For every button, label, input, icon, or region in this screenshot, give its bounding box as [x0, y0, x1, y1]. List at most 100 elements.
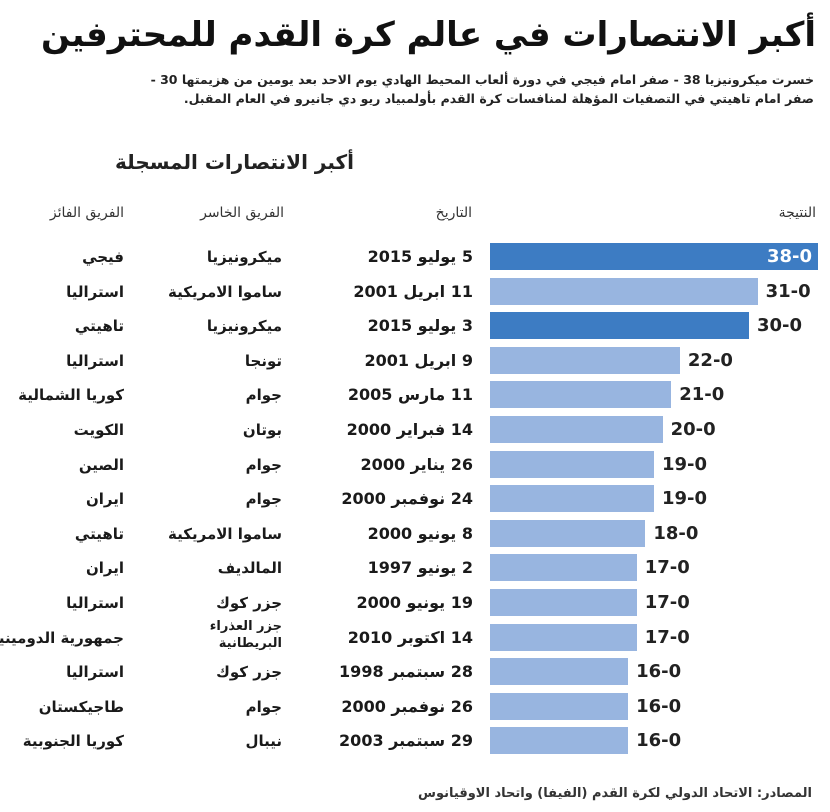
column-header-date: التاريخ [435, 205, 472, 221]
table-row: جمهورية الدومينيكان جزر العذراء البريطاني… [0, 619, 830, 658]
loser-label: ساموا الامريكية [168, 524, 282, 543]
loser-label: جوام [245, 697, 282, 716]
score-label: 21-0 [679, 384, 725, 406]
source-footer: المصادر: الاتحاد الدولي لكرة القدم (الفي… [418, 786, 812, 801]
date-label: 29 سبتمبر 2003 [339, 731, 473, 751]
date-label: 8 يونيو 2000 [367, 523, 473, 543]
date-label: 28 سبتمبر 1998 [339, 662, 473, 682]
loser-label: ميكرونيزيا [206, 248, 282, 266]
subtitle-line: خسرت ميكرونيزيا 38 - صفر امام فيجي في دو… [150, 72, 814, 87]
date-label: 5 يوليو 2015 [367, 247, 473, 266]
bar [490, 589, 637, 616]
winner-label: كوريا الشمالية [18, 386, 124, 405]
date-label: 9 ابريل 2001 [364, 350, 473, 370]
score-label: 30-0 [756, 315, 802, 337]
loser-label: تونجا [244, 351, 282, 370]
loser-label: المالديف [217, 559, 282, 578]
date-label: 26 نوفمبر 2000 [341, 696, 473, 716]
winner-label: تاهيتي [74, 524, 124, 543]
page-title: أكبر الانتصارات في عالم كرة القدم للمحتر… [41, 15, 816, 55]
loser-label: جزر كوك [216, 663, 282, 682]
column-header-result: النتيجة [778, 205, 816, 221]
bar [490, 450, 654, 478]
bar [490, 727, 629, 755]
score-label: 22-0 [687, 349, 733, 371]
table-row: فيجي ميكرونيزيا 5 يوليو 2015 38-0 [0, 243, 830, 277]
bar [490, 519, 646, 547]
bar [490, 243, 818, 270]
loser-label: جوام [245, 455, 282, 474]
column-header-winner: الفريق الفائز [49, 205, 124, 221]
table-row: كوريا الشمالية جوام 11 مارس 2005 21-0 [0, 381, 830, 415]
bar [490, 485, 654, 513]
winner-label: ايران [85, 490, 124, 509]
table-row: الصين جوام 26 يناير 2000 19-0 [0, 450, 830, 485]
score-label: 16-0 [636, 695, 682, 717]
winner-label: استراليا [66, 663, 124, 682]
score-label: 19-0 [662, 453, 708, 475]
bar [490, 381, 672, 409]
table-row: تاهيتي ساموا الامريكية 8 يونيو 2000 18-0 [0, 519, 830, 554]
winner-label: استراليا [66, 594, 124, 612]
table-row: استراليا جزر كوك 19 يونيو 2000 17-0 [0, 589, 830, 623]
score-label: 16-0 [636, 730, 682, 752]
loser-label: نيبال [245, 732, 282, 751]
winner-label: الصين [78, 455, 124, 474]
loser-label: جزر العذراء البريطانية [209, 618, 282, 651]
score-label: 17-0 [644, 557, 690, 579]
bar [490, 554, 637, 582]
bar [490, 277, 758, 305]
loser-label: بوتان [242, 421, 282, 439]
table-row: استراليا جزر كوك 28 سبتمبر 1998 16-0 [0, 658, 830, 692]
winner-label: تاهيتي [74, 317, 124, 336]
date-label: 24 نوفمبر 2000 [341, 489, 473, 509]
subtitle: خسرت ميكرونيزيا 38 - صفر امام فيجي في دو… [14, 70, 814, 108]
date-label: 3 يوليو 2015 [367, 316, 473, 336]
date-label: 11 مارس 2005 [347, 385, 473, 405]
winner-label: استراليا [66, 351, 124, 370]
date-label: 19 يونيو 2000 [356, 593, 473, 612]
date-label: 11 ابريل 2001 [353, 281, 473, 301]
bar [490, 658, 629, 686]
bar [490, 312, 749, 340]
score-label: 17-0 [644, 626, 690, 648]
winner-label: ايران [85, 559, 124, 578]
date-label: 2 يونيو 1997 [367, 558, 473, 578]
bar [490, 416, 663, 443]
loser-label: جزر كوك [216, 594, 282, 612]
winner-label: فيجي [82, 248, 124, 266]
bar [490, 346, 680, 374]
column-header-loser: الفريق الخاسر [200, 205, 284, 221]
table-row: كوريا الجنوبية نيبال 29 سبتمبر 2003 16-0 [0, 727, 830, 761]
loser-label: جوام [245, 386, 282, 405]
table-row: استراليا تونجا 9 ابريل 2001 22-0 [0, 346, 830, 381]
loser-label: جوام [245, 490, 282, 509]
winner-label: جمهورية الدومينيكان [0, 628, 124, 647]
chart-title: أكبر الانتصارات المسجلة [115, 150, 354, 174]
score-label: 17-0 [644, 592, 690, 613]
bar [490, 692, 629, 720]
table-row: ايران جوام 24 نوفمبر 2000 19-0 [0, 485, 830, 519]
table-row: طاجيكستان جوام 26 نوفمبر 2000 16-0 [0, 692, 830, 727]
winner-label: الكويت [73, 421, 124, 439]
table-row: استراليا ساموا الامريكية 11 ابريل 2001 31-0 [0, 277, 830, 312]
table-row: الكويت بوتان 14 فبراير 2000 20-0 [0, 416, 830, 450]
date-label: 26 يناير 2000 [360, 454, 473, 474]
table-row: ايران المالديف 2 يونيو 1997 17-0 [0, 554, 830, 588]
date-label: 14 فبراير 2000 [346, 420, 473, 439]
subtitle-line: صفر امام تاهيتي في التصفيات المؤهلة لمنا… [183, 91, 814, 106]
score-label: 19-0 [662, 488, 708, 510]
loser-label: ساموا الامريكية [168, 282, 282, 301]
winner-label: طاجيكستان [38, 697, 124, 716]
score-label: 38-0 [766, 246, 812, 267]
score-label: 20-0 [670, 419, 716, 440]
bar [490, 623, 637, 651]
loser-label: ميكرونيزيا [206, 317, 282, 336]
score-label: 18-0 [653, 522, 699, 544]
winner-label: استراليا [66, 282, 124, 301]
table-row: تاهيتي ميكرونيزيا 3 يوليو 2015 30-0 [0, 312, 830, 346]
date-label: 14 اكتوبر 2010 [347, 627, 473, 647]
score-label: 16-0 [636, 661, 682, 683]
score-label: 31-0 [765, 280, 811, 302]
winner-label: كوريا الجنوبية [22, 732, 124, 751]
